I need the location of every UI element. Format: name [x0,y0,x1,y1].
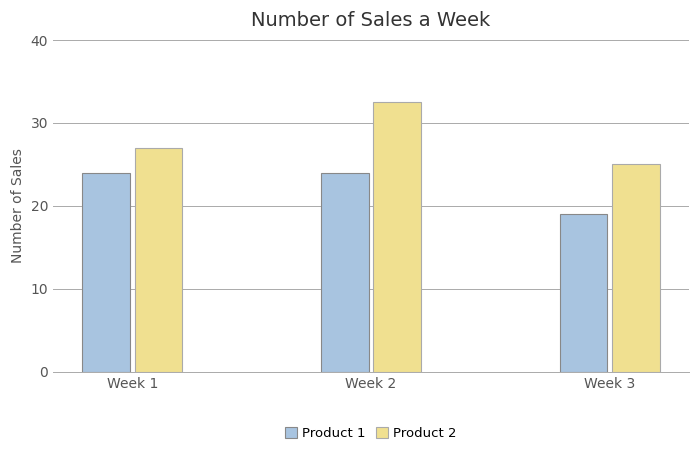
Title: Number of Sales a Week: Number of Sales a Week [251,11,491,30]
Bar [134,148,183,372]
Bar [82,173,130,372]
Legend: Product 1, Product 2: Product 1, Product 2 [280,421,462,445]
Bar [612,164,660,372]
Bar [321,173,369,372]
Bar [560,214,608,372]
Y-axis label: Number of Sales: Number of Sales [11,148,25,263]
Bar [373,102,421,372]
